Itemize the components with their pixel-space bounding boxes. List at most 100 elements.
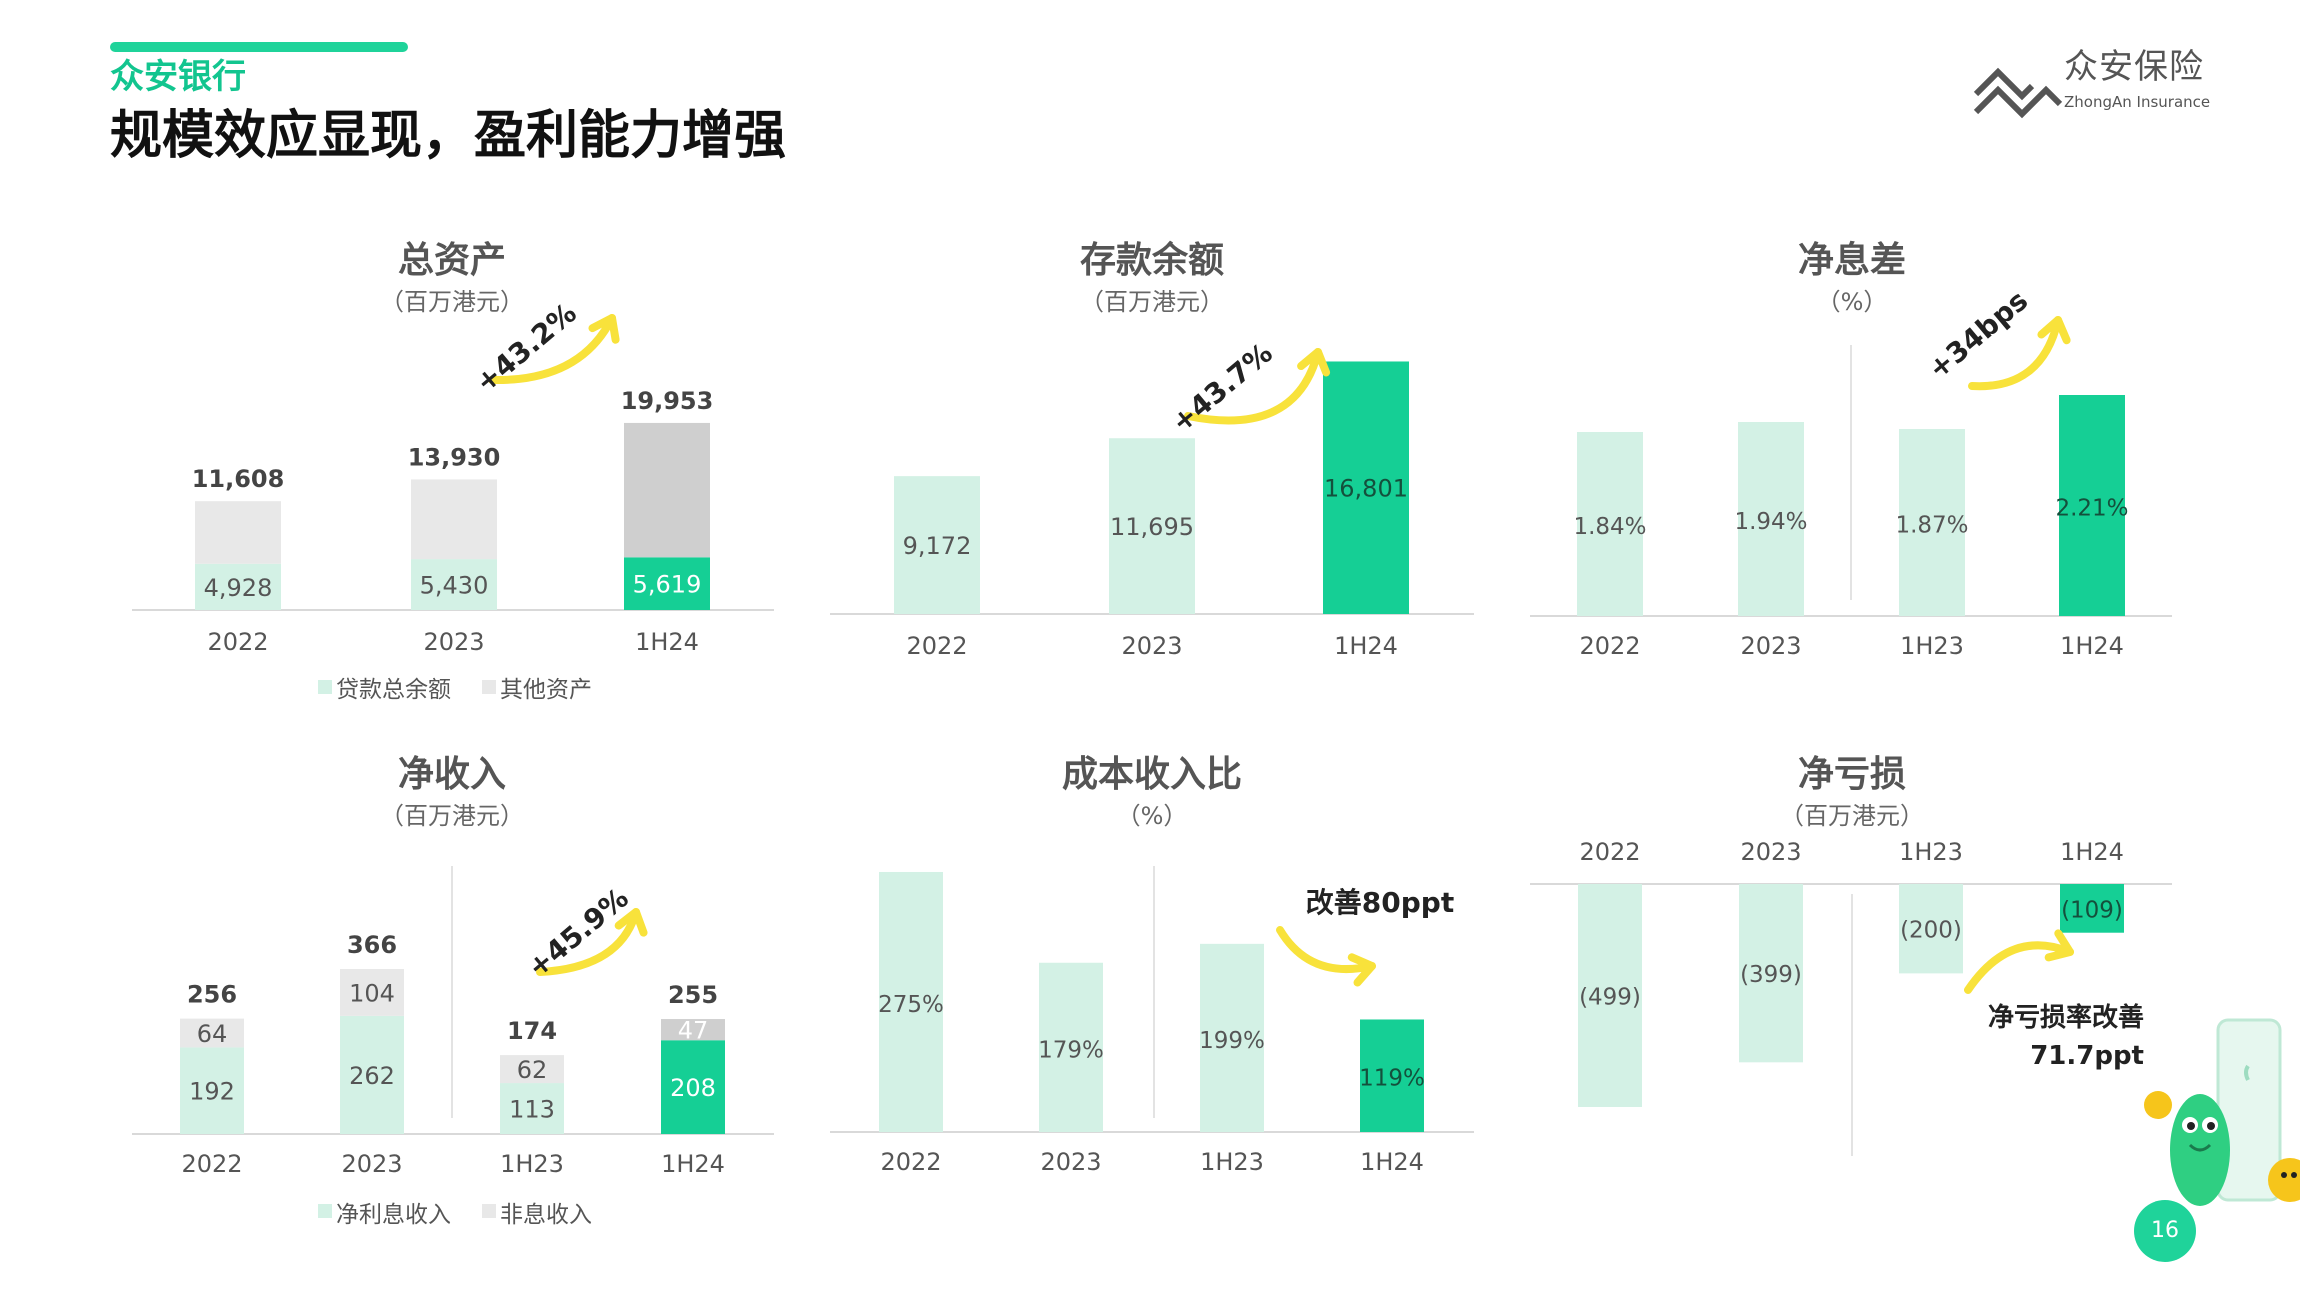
- mascot-illustration-icon: [2144, 1018, 2300, 1206]
- chart-subtitle: （%）: [1117, 802, 1188, 830]
- data-label: (200): [1900, 918, 1962, 944]
- legend-swatch: [318, 680, 332, 694]
- growth-arrow: [536, 908, 640, 976]
- annotation-label: +34bps: [1922, 284, 2035, 386]
- data-label: 104: [349, 979, 395, 1007]
- annotation-label: 净亏损率改善: [1988, 1002, 2144, 1033]
- bar-2022: [894, 476, 980, 614]
- chart-title: 净收入: [398, 754, 506, 795]
- data-label: 179%: [1038, 1037, 1104, 1063]
- improvement-arrow: [1964, 941, 2074, 994]
- legend-swatch: [482, 1204, 496, 1218]
- bar-1H23: [1200, 943, 1264, 1132]
- improvement-arrow-head: [1347, 953, 1376, 987]
- legend-label: 非息收入: [500, 1202, 592, 1228]
- data-label: 113: [509, 1096, 555, 1124]
- tick-label: 2023: [1121, 632, 1182, 660]
- tick-label: 1H24: [1360, 1148, 1424, 1176]
- data-label: 5,430: [420, 572, 489, 600]
- growth-arrow-head: [1297, 348, 1331, 377]
- data-label: (499): [1579, 985, 1641, 1011]
- bar-loan-1H24: [624, 557, 710, 610]
- bar-1H24: [2060, 884, 2124, 933]
- annotation-label: 71.7ppt: [2030, 1041, 2144, 1071]
- tick-label: 2023: [1740, 838, 1801, 866]
- total-label: 174: [507, 1017, 557, 1045]
- tick-label: 2022: [1579, 838, 1640, 866]
- bar-2023: [1738, 422, 1804, 616]
- bar-1H24: [1323, 361, 1409, 614]
- data-label: 5,619: [633, 571, 702, 599]
- page-title: 规模效应显现，盈利能力增强: [110, 106, 787, 166]
- chart-subtitle: （百万港元）: [380, 802, 524, 830]
- bar-noninterest-2022: [180, 1018, 244, 1048]
- growth-arrow-head: [2037, 316, 2071, 345]
- data-label: 11,695: [1110, 513, 1194, 541]
- tick-label: 1H23: [1899, 838, 1963, 866]
- chart-subtitle: （%）: [1817, 288, 1888, 316]
- total-label: 366: [347, 931, 397, 959]
- bar-interest-2023: [340, 1015, 404, 1134]
- tick-label: 2022: [880, 1148, 941, 1176]
- total-label: 19,953: [621, 387, 714, 415]
- bar-1H23: [1899, 884, 1963, 974]
- bar-noninterest-1H24: [661, 1019, 725, 1041]
- bar-1H24: [2059, 395, 2125, 616]
- page-number-badge: [2134, 1200, 2196, 1262]
- bar-interest-1H23: [500, 1083, 564, 1134]
- bar-interest-2022: [180, 1047, 244, 1134]
- data-label: (109): [2061, 897, 2123, 923]
- tick-label: 1H24: [661, 1150, 725, 1178]
- data-label: 275%: [878, 992, 944, 1018]
- legend-label: 净利息收入: [336, 1202, 451, 1228]
- bar-loan-2022: [195, 563, 281, 610]
- bar-2023: [1039, 962, 1103, 1132]
- page-number: 16: [2151, 1218, 2179, 1243]
- data-label: (399): [1740, 962, 1802, 988]
- bar-2023: [1739, 884, 1803, 1063]
- tick-label: 2023: [1040, 1148, 1101, 1176]
- total-label: 13,930: [408, 443, 501, 471]
- tick-label: 2022: [181, 1150, 242, 1178]
- data-label: 119%: [1359, 1066, 1425, 1092]
- logo-chinese-text: 众安保险: [2064, 47, 2204, 87]
- bar-other-1H24: [624, 422, 710, 558]
- tick-label: 1H24: [1334, 632, 1398, 660]
- tick-label: 1H24: [2060, 632, 2124, 660]
- tick-label: 1H23: [1900, 632, 1964, 660]
- accent-bar: [110, 42, 408, 52]
- tick-label: 1H23: [500, 1150, 564, 1178]
- bar-2023: [1109, 438, 1195, 614]
- growth-arrow: [1968, 316, 2062, 391]
- legend-label: 其他资产: [500, 677, 592, 703]
- chart-subtitle: （百万港元）: [1080, 288, 1224, 316]
- tick-label: 2023: [341, 1150, 402, 1178]
- bar-loan-2023: [411, 559, 497, 610]
- tick-label: 1H23: [1200, 1148, 1264, 1176]
- data-label: 4,928: [204, 574, 273, 602]
- data-label: 208: [670, 1074, 716, 1102]
- growth-arrow-head: [588, 314, 620, 344]
- growth-arrow: [488, 314, 616, 385]
- bar-1H23: [1899, 429, 1965, 616]
- growth-arrow-head: [614, 908, 648, 937]
- data-label: 1.87%: [1895, 513, 1968, 539]
- tick-label: 2022: [906, 632, 967, 660]
- growth-arrow: [1184, 348, 1322, 425]
- total-label: 255: [668, 981, 718, 1009]
- bank-name: 众安银行: [110, 57, 246, 97]
- data-label: 1.84%: [1573, 514, 1646, 540]
- chart-subtitle: （百万港元）: [380, 288, 524, 316]
- data-label: 62: [517, 1056, 548, 1084]
- chart-title: 总资产: [398, 240, 506, 281]
- tick-label: 1H24: [2060, 838, 2124, 866]
- tick-label: 2023: [1740, 632, 1801, 660]
- chart-title: 成本收入比: [1062, 754, 1242, 795]
- chart-title: 净息差: [1798, 240, 1906, 281]
- tick-label: 2023: [423, 628, 484, 656]
- data-label: 9,172: [903, 532, 972, 560]
- total-label: 256: [187, 981, 237, 1009]
- chart-title: 存款余额: [1080, 239, 1224, 281]
- data-label: 64: [197, 1020, 228, 1048]
